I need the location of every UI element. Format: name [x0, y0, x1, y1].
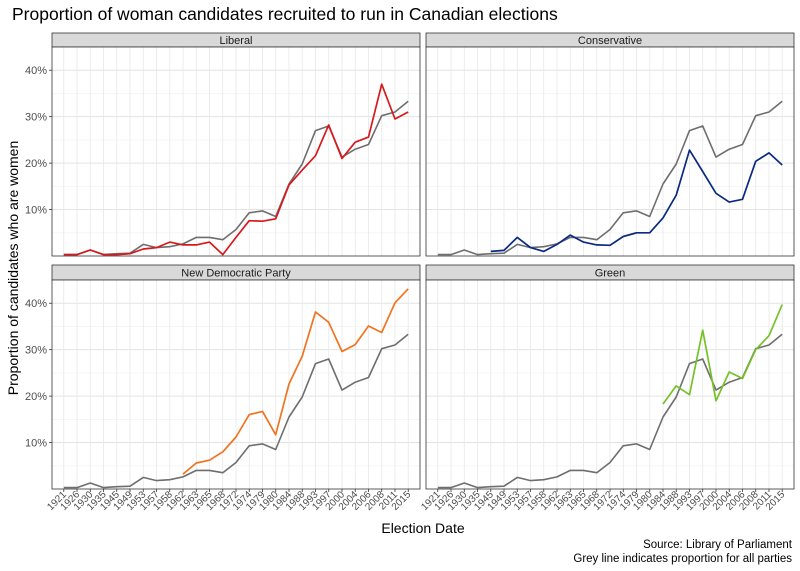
y-tick-label: 30% — [25, 345, 47, 357]
y-tick-label: 20% — [25, 158, 47, 170]
panel-border — [51, 46, 421, 257]
y-tick-label: 30% — [25, 112, 47, 124]
all-parties-line — [63, 333, 409, 489]
facet-panel: Liberal 10% 20% 30% 40% — [25, 32, 421, 257]
party-line — [182, 288, 409, 475]
facet-strip-label: Conservative — [578, 35, 642, 47]
chart-title: Proportion of woman candidates recruited… — [12, 4, 558, 24]
y-tick-label: 40% — [25, 65, 47, 77]
party-line — [63, 83, 409, 256]
caption-source: Source: Library of Parliament — [643, 539, 792, 551]
x-axis-title: Election Date — [381, 520, 464, 536]
panel-border — [425, 46, 795, 257]
facet-panel: Green19211926193019351945194919531957195… — [419, 264, 795, 513]
y-tick-label: 10% — [25, 438, 47, 450]
facet-strip-label: New Democratic Party — [181, 268, 291, 280]
chart-caption: Source: Library of Parliament Grey line … — [573, 538, 792, 566]
facet-strip-label: Green — [595, 268, 626, 280]
party-line — [490, 149, 783, 253]
all-parties-line — [437, 333, 783, 489]
facet-strip-label: Liberal — [219, 35, 252, 47]
party-line — [662, 304, 783, 405]
facet-panel: Conservative — [425, 32, 795, 257]
facet-panel: New Democratic Party10%20%30%40%19211926… — [25, 264, 421, 513]
y-tick-label: 20% — [25, 391, 47, 403]
all-parties-line — [437, 100, 783, 256]
y-tick-label: 10% — [25, 205, 47, 217]
y-tick-label: 40% — [25, 298, 47, 310]
y-axis-title: Proportion of candidates who are women — [5, 141, 21, 395]
caption-note: Grey line indicates proportion for all p… — [573, 553, 792, 565]
